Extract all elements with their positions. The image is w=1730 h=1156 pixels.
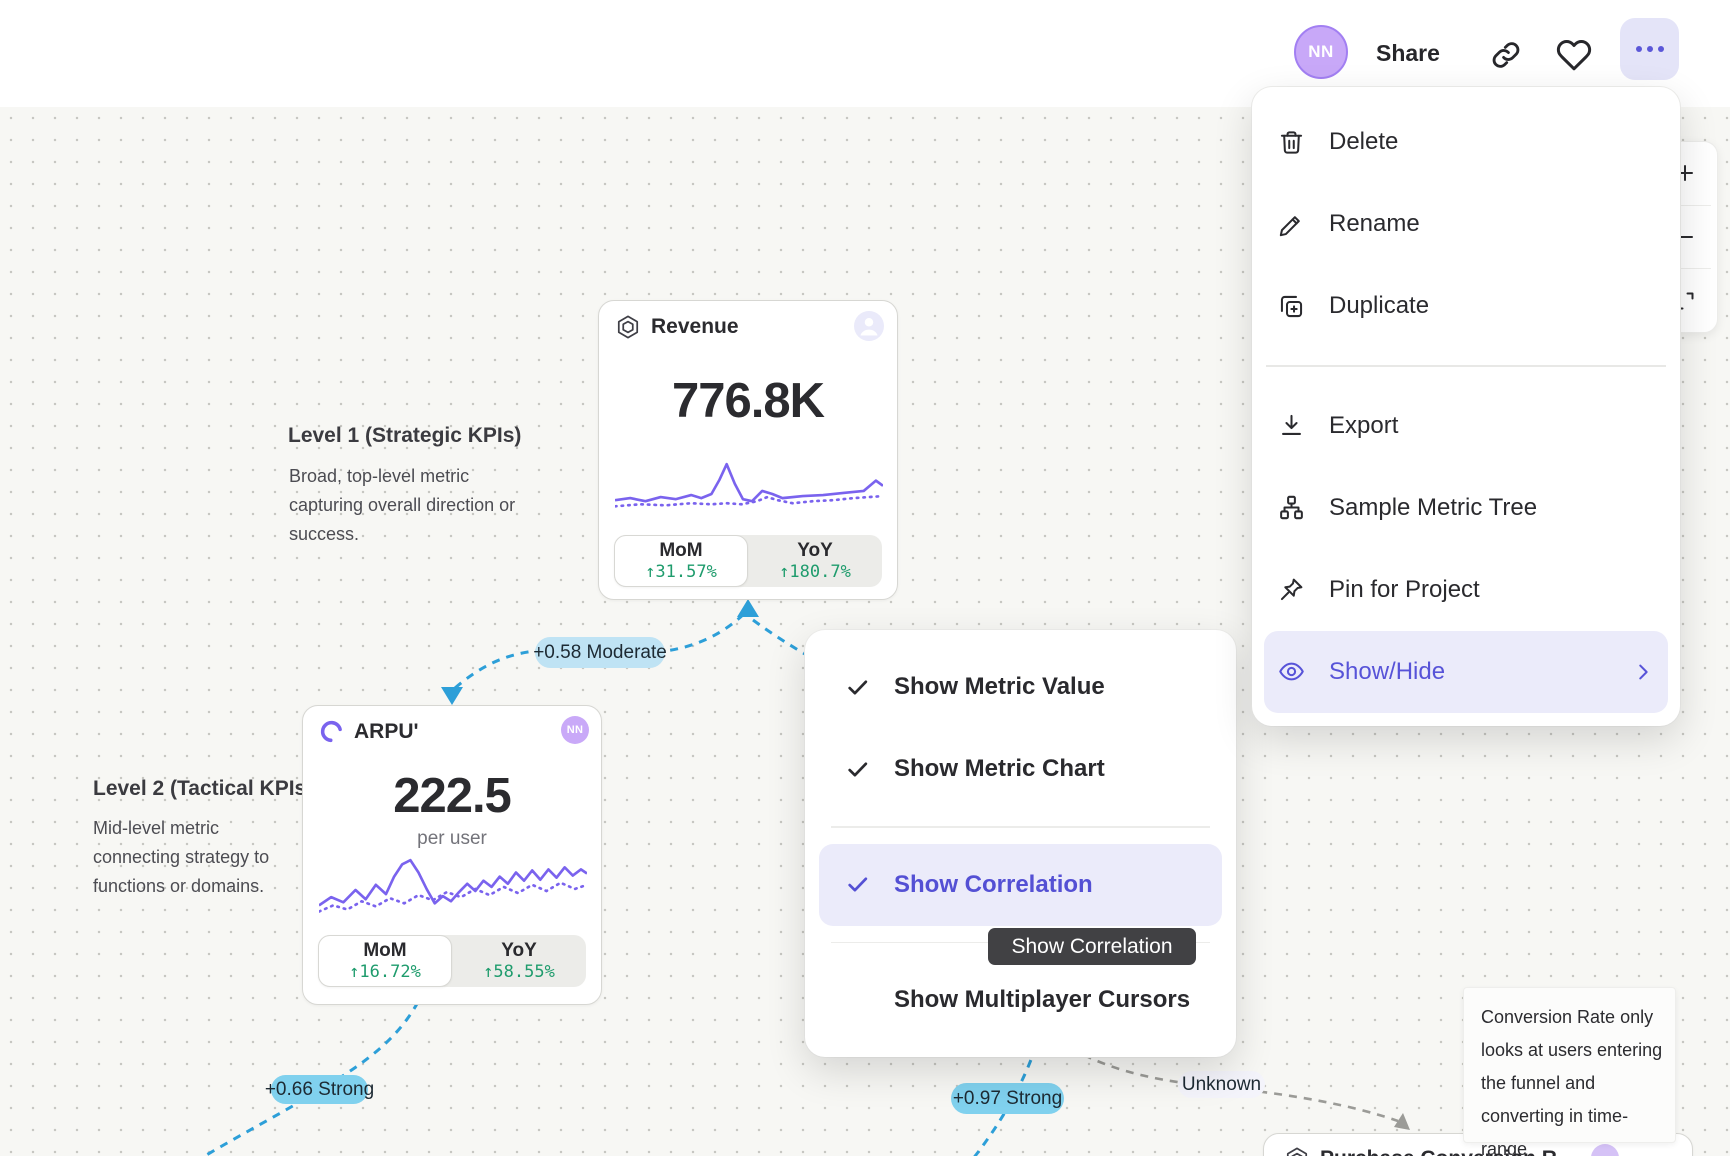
arpu-mom-segment[interactable]: MoM ↑16.72%: [318, 935, 452, 987]
show-hide-submenu: Show Metric Value Show Metric Chart Show…: [805, 630, 1236, 1057]
menu-item-delete[interactable]: Delete: [1264, 101, 1668, 183]
menu-item-show-hide[interactable]: Show/Hide: [1264, 630, 1668, 713]
pushpin-icon: [1278, 576, 1305, 603]
duplicate-icon: [1278, 293, 1305, 320]
toolbar-divider: [1659, 204, 1711, 206]
purchase-card-title: Purchase Conversion R: [1320, 1147, 1557, 1156]
menu-item-show-multiplayer-cursors[interactable]: Show Multiplayer Cursors: [819, 959, 1222, 1041]
menu-item-pin-for-project[interactable]: Pin for Project: [1264, 549, 1668, 631]
zoom-in-button[interactable]: [1653, 142, 1717, 205]
yoy-label: YoY: [501, 939, 537, 961]
yoy-value: ↑58.55%: [483, 961, 555, 982]
arpu-card-title: ARPU': [354, 719, 419, 743]
arpu-yoy-segment[interactable]: YoY ↑58.55%: [452, 935, 586, 987]
menu-item-label: Show Multiplayer Cursors: [894, 986, 1191, 1013]
yoy-value: ↑180.7%: [779, 561, 851, 582]
hexagon-metric-icon: [615, 314, 641, 340]
menu-item-label: Rename: [1329, 210, 1420, 237]
owner-avatar-badge: [1591, 1144, 1619, 1156]
eye-icon: [1278, 658, 1305, 685]
owner-avatar-badge: NN: [561, 716, 589, 744]
hexagon-metric-icon: [1284, 1146, 1310, 1156]
share-button[interactable]: Share: [1376, 40, 1440, 66]
more-options-button[interactable]: [1620, 18, 1679, 80]
revenue-yoy-segment[interactable]: YoY ↑180.7%: [748, 535, 882, 587]
menu-item-show-metric-value[interactable]: Show Metric Value: [819, 646, 1222, 728]
mom-value: ↑31.57%: [645, 561, 717, 582]
correlation-badge-unknown[interactable]: Unknown: [1178, 1071, 1265, 1098]
revenue-comparison-toggle: MoM ↑31.57% YoY ↑180.7%: [614, 535, 882, 587]
revenue-value: 776.8K: [671, 374, 825, 428]
menu-item-label: Sample Metric Tree: [1329, 493, 1538, 521]
menu-item-sample-metric-tree[interactable]: Sample Metric Tree: [1264, 467, 1668, 549]
menu-item-export[interactable]: Export: [1264, 385, 1668, 467]
level2-title[interactable]: Level 2 (Tactical KPIs): [93, 777, 314, 800]
mom-label: MoM: [363, 939, 407, 961]
yoy-label: YoY: [797, 539, 833, 561]
menu-item-label: Duplicate: [1329, 292, 1430, 319]
viewer-avatar-icon: [854, 311, 884, 341]
check-icon: [845, 872, 870, 897]
correlation-badge-strong-left[interactable]: +0.66 Strong: [265, 1075, 374, 1104]
revenue-sparkline: [615, 462, 883, 508]
menu-item-label: Show Metric Value: [894, 673, 1105, 700]
correlation-badge-strong-mid[interactable]: +0.97 Strong: [951, 1083, 1064, 1114]
level1-title[interactable]: Level 1 (Strategic KPIs): [288, 424, 522, 447]
user-avatar[interactable]: NN: [1294, 25, 1348, 79]
note-text: Conversion Rate only looks at users ente…: [1481, 1007, 1663, 1156]
check-icon: [845, 757, 870, 782]
metric-card-arpu[interactable]: ARPU' NN 222.5 per user MoM ↑16.72% YoY …: [302, 705, 602, 1005]
menu-item-label: Pin for Project: [1329, 575, 1480, 603]
metric-card-revenue[interactable]: Revenue 776.8K MoM ↑31.57% YoY ↑180.7%: [598, 300, 898, 600]
mom-label: MoM: [659, 539, 703, 561]
toolbar-divider: [1659, 268, 1711, 270]
more-options-menu: Delete Rename Duplicate: [1252, 87, 1680, 726]
mom-value: ↑16.72%: [349, 961, 421, 982]
chevron-right-icon: [1632, 661, 1654, 683]
trash-icon: [1278, 129, 1305, 156]
menu-divider: [1266, 365, 1666, 367]
revenue-mom-segment[interactable]: MoM ↑31.57%: [614, 535, 748, 587]
menu-item-label: Export: [1329, 411, 1399, 439]
menu-item-label: Delete: [1329, 128, 1399, 155]
copy-link-icon[interactable]: [1489, 38, 1523, 72]
level1-description[interactable]: Broad, top-level metric capturing overal…: [289, 466, 516, 544]
menu-item-show-correlation[interactable]: Show Correlation: [819, 843, 1222, 926]
menu-divider: [831, 826, 1210, 828]
menu-item-label: Show Correlation: [894, 870, 1093, 898]
download-icon: [1278, 412, 1305, 439]
menu-item-label: Show/Hide: [1329, 657, 1446, 685]
arpu-card-header: ARPU': [319, 719, 419, 744]
menu-item-rename[interactable]: Rename: [1264, 183, 1668, 265]
revenue-card-header: Revenue: [615, 314, 739, 340]
correlation-badge-moderate[interactable]: +0.58 Moderate: [533, 637, 667, 668]
menu-item-duplicate[interactable]: Duplicate: [1264, 265, 1668, 347]
metric-tree-icon: [1278, 494, 1305, 521]
pencil-icon: [1278, 211, 1305, 238]
canvas-note[interactable]: Conversion Rate only looks at users ente…: [1463, 987, 1676, 1156]
check-icon: [845, 675, 870, 700]
arpu-comparison-toggle: MoM ↑16.72% YoY ↑58.55%: [318, 935, 586, 987]
arpu-sparkline: [319, 858, 587, 913]
menu-item-show-metric-chart[interactable]: Show Metric Chart: [819, 728, 1222, 810]
purchase-card-header: Purchase Conversion R: [1284, 1146, 1557, 1156]
zoom-out-button[interactable]: [1653, 206, 1717, 269]
arc-metric-icon: [319, 719, 344, 744]
revenue-card-title: Revenue: [651, 315, 739, 338]
menu-item-label: Show Metric Chart: [894, 755, 1105, 782]
arpu-value: 222.5: [393, 769, 512, 823]
arpu-unit: per user: [417, 828, 487, 849]
favorite-heart-icon[interactable]: [1556, 37, 1592, 71]
show-correlation-tooltip: Show Correlation: [988, 928, 1196, 965]
level2-description[interactable]: Mid-level metric connecting strategy to …: [93, 818, 270, 896]
